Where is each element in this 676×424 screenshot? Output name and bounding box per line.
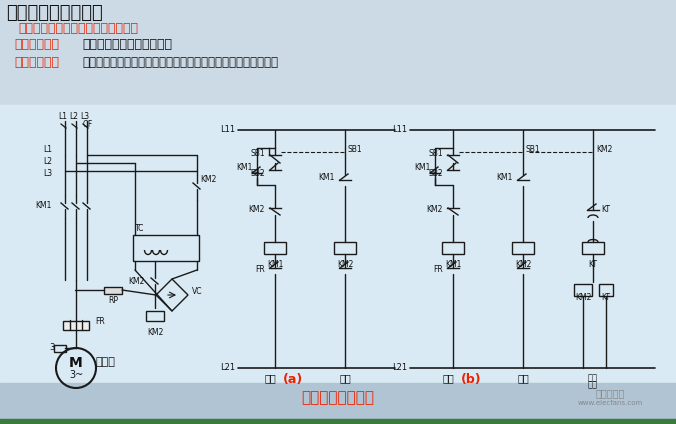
Bar bbox=[104, 287, 122, 293]
Text: KT: KT bbox=[601, 206, 610, 215]
Text: KM2: KM2 bbox=[249, 206, 265, 215]
Text: KM2: KM2 bbox=[337, 260, 353, 269]
Text: KT: KT bbox=[602, 293, 610, 302]
Text: VC: VC bbox=[192, 287, 203, 296]
Text: 能耗制动控制电路: 能耗制动控制电路 bbox=[301, 390, 375, 405]
Bar bbox=[264, 242, 286, 254]
Bar bbox=[0, 105, 676, 383]
Text: L2: L2 bbox=[43, 157, 52, 167]
Text: ＞机械制动：: ＞机械制动： bbox=[14, 38, 59, 51]
Text: L3: L3 bbox=[80, 112, 89, 121]
Text: 电动机制动，迅速停车或准确定位。: 电动机制动，迅速停车或准确定位。 bbox=[18, 22, 138, 35]
Text: TC: TC bbox=[135, 224, 145, 233]
Text: RP: RP bbox=[108, 296, 118, 305]
Text: M: M bbox=[69, 356, 83, 370]
Text: (a): (a) bbox=[283, 373, 304, 386]
Text: L11: L11 bbox=[220, 126, 235, 134]
Text: L1: L1 bbox=[59, 112, 68, 121]
Text: 机械抱闸、液压或气压制动: 机械抱闸、液压或气压制动 bbox=[82, 38, 172, 51]
Text: KM2: KM2 bbox=[515, 260, 531, 269]
Text: 制动: 制动 bbox=[517, 373, 529, 383]
Text: KT: KT bbox=[589, 260, 598, 269]
Text: L21: L21 bbox=[220, 363, 235, 373]
Text: FR: FR bbox=[95, 318, 105, 326]
Bar bbox=[54, 344, 66, 351]
Text: KM1: KM1 bbox=[267, 260, 283, 269]
Text: SB1: SB1 bbox=[429, 148, 443, 157]
Bar bbox=[512, 242, 534, 254]
Text: 主电路: 主电路 bbox=[95, 357, 115, 367]
Text: SB1: SB1 bbox=[526, 145, 541, 154]
Text: L21: L21 bbox=[392, 363, 407, 373]
Text: KM1: KM1 bbox=[318, 173, 335, 181]
Text: 3~: 3~ bbox=[69, 370, 83, 380]
Bar bbox=[599, 284, 613, 296]
Text: 制动: 制动 bbox=[339, 373, 351, 383]
Text: L1: L1 bbox=[43, 145, 52, 154]
Text: FR: FR bbox=[256, 265, 265, 274]
Text: KM2: KM2 bbox=[147, 328, 163, 337]
Text: KM1: KM1 bbox=[445, 260, 461, 269]
Bar bbox=[442, 242, 464, 254]
Text: KM1: KM1 bbox=[36, 201, 52, 210]
Text: SB2: SB2 bbox=[429, 168, 443, 178]
Text: KM1: KM1 bbox=[497, 173, 513, 181]
Bar bbox=[0, 419, 676, 424]
Bar bbox=[63, 321, 89, 329]
Text: (b): (b) bbox=[461, 373, 481, 386]
Text: 制动: 制动 bbox=[588, 373, 598, 382]
Text: 反接制动、能耗制动、电容制动等，实质是产生反向制动转矩。: 反接制动、能耗制动、电容制动等，实质是产生反向制动转矩。 bbox=[82, 56, 278, 69]
Text: L11: L11 bbox=[392, 126, 407, 134]
Text: www.elecfans.com: www.elecfans.com bbox=[577, 400, 643, 406]
Text: SB1: SB1 bbox=[250, 148, 265, 157]
Text: KM2: KM2 bbox=[427, 206, 443, 215]
Text: KM1: KM1 bbox=[414, 164, 431, 173]
Text: 时间: 时间 bbox=[588, 380, 598, 389]
Text: 运行: 运行 bbox=[442, 373, 454, 383]
Text: L3: L3 bbox=[43, 170, 52, 179]
Text: KM2: KM2 bbox=[575, 293, 592, 302]
Bar bbox=[0, 383, 676, 424]
Bar bbox=[0, 0, 676, 105]
Bar bbox=[574, 284, 592, 296]
Bar bbox=[146, 311, 164, 321]
Text: QF: QF bbox=[83, 120, 93, 129]
Text: KM2: KM2 bbox=[128, 276, 145, 285]
Text: KM2: KM2 bbox=[596, 145, 612, 154]
Text: KM2: KM2 bbox=[200, 176, 216, 184]
Text: KM1: KM1 bbox=[237, 164, 253, 173]
Text: SB2: SB2 bbox=[250, 168, 265, 178]
Text: 3: 3 bbox=[49, 343, 55, 352]
Text: L2: L2 bbox=[70, 112, 78, 121]
Text: 电动机制动控制电路: 电动机制动控制电路 bbox=[6, 4, 103, 22]
Text: 电子发烧友: 电子发烧友 bbox=[596, 388, 625, 398]
Text: ＞电气制动：: ＞电气制动： bbox=[14, 56, 59, 69]
Text: FR: FR bbox=[433, 265, 443, 274]
Bar bbox=[334, 242, 356, 254]
Bar bbox=[133, 235, 199, 261]
Text: 运行: 运行 bbox=[264, 373, 276, 383]
Bar bbox=[582, 242, 604, 254]
Text: SB1: SB1 bbox=[348, 145, 362, 154]
